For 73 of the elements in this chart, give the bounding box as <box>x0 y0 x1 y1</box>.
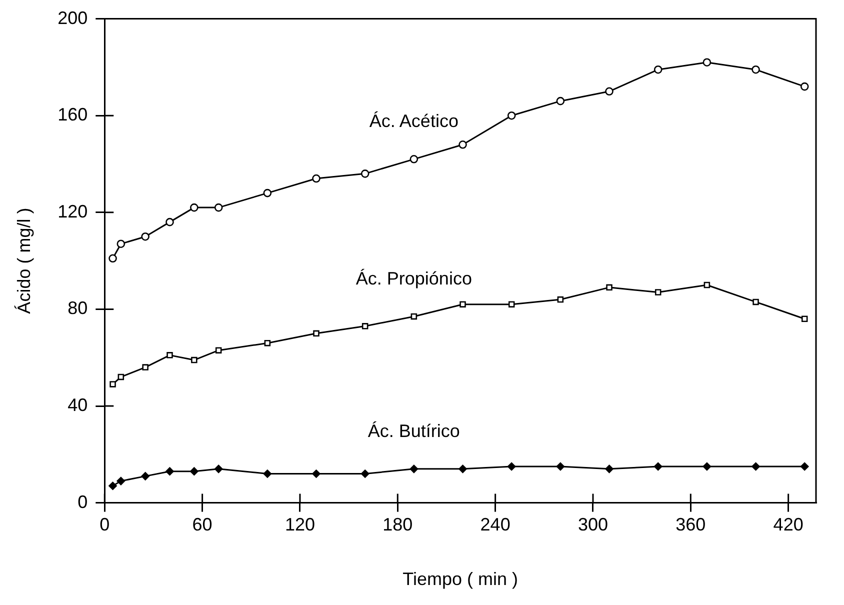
point <box>118 374 124 380</box>
series-label: Ác. Butírico <box>368 420 460 441</box>
point <box>460 301 466 308</box>
point <box>556 462 565 471</box>
point <box>752 462 760 471</box>
point <box>654 462 662 471</box>
point <box>508 301 515 308</box>
x-tick-label: 420 <box>773 514 804 535</box>
x-axis-title: Tiempo ( min ) <box>402 569 518 590</box>
point <box>557 296 564 303</box>
point <box>654 289 662 296</box>
point <box>410 313 418 320</box>
point <box>704 282 710 288</box>
point <box>507 111 516 120</box>
y-tick-label: 80 <box>68 298 88 318</box>
x-tick-label: 300 <box>578 514 608 535</box>
point <box>800 462 809 471</box>
point <box>190 467 198 476</box>
point <box>190 203 198 212</box>
point <box>606 284 612 291</box>
point <box>110 381 116 388</box>
point <box>141 472 150 480</box>
point <box>108 254 117 263</box>
point <box>214 203 223 212</box>
point <box>752 65 760 74</box>
x-tick-label: 240 <box>480 514 510 535</box>
point <box>556 96 565 106</box>
point <box>702 462 712 471</box>
point <box>116 476 126 486</box>
point <box>702 58 712 67</box>
y-tick-label: 0 <box>78 492 88 512</box>
y-tick-label: 40 <box>68 394 88 415</box>
point <box>313 330 320 337</box>
point <box>410 155 418 164</box>
point <box>801 316 808 322</box>
point <box>116 240 126 248</box>
x-tick-label: 0 <box>100 514 110 535</box>
point <box>264 340 271 346</box>
x-tick-label: 360 <box>676 514 706 535</box>
point <box>108 482 117 490</box>
x-tick-label: 60 <box>192 514 212 535</box>
point <box>214 464 223 474</box>
series-label: Ác. Propiónico <box>356 268 472 288</box>
point <box>312 470 320 478</box>
point <box>458 464 467 474</box>
point <box>800 82 809 91</box>
point <box>410 464 418 474</box>
x-tick-label: 180 <box>382 514 413 535</box>
y-axis-title: Ácido ( mg/l ) <box>14 208 34 314</box>
point <box>362 323 368 330</box>
point <box>360 470 370 478</box>
point <box>141 232 150 241</box>
point <box>507 462 516 471</box>
point <box>458 140 467 149</box>
y-tick-label: 120 <box>58 201 88 222</box>
point <box>191 356 198 364</box>
point <box>263 188 272 198</box>
series-label: Ác. Acético <box>369 111 458 132</box>
point <box>752 298 759 306</box>
point <box>654 65 662 74</box>
point <box>360 170 370 178</box>
point <box>605 87 614 96</box>
y-tick-label: 200 <box>58 8 88 28</box>
x-tick-label: 120 <box>284 514 315 535</box>
point <box>312 174 320 183</box>
point <box>142 364 148 370</box>
point <box>215 347 222 354</box>
point <box>166 218 174 226</box>
point <box>166 467 174 476</box>
y-tick-label: 160 <box>58 104 88 125</box>
point <box>263 470 272 478</box>
point <box>605 464 614 474</box>
point <box>166 352 173 358</box>
